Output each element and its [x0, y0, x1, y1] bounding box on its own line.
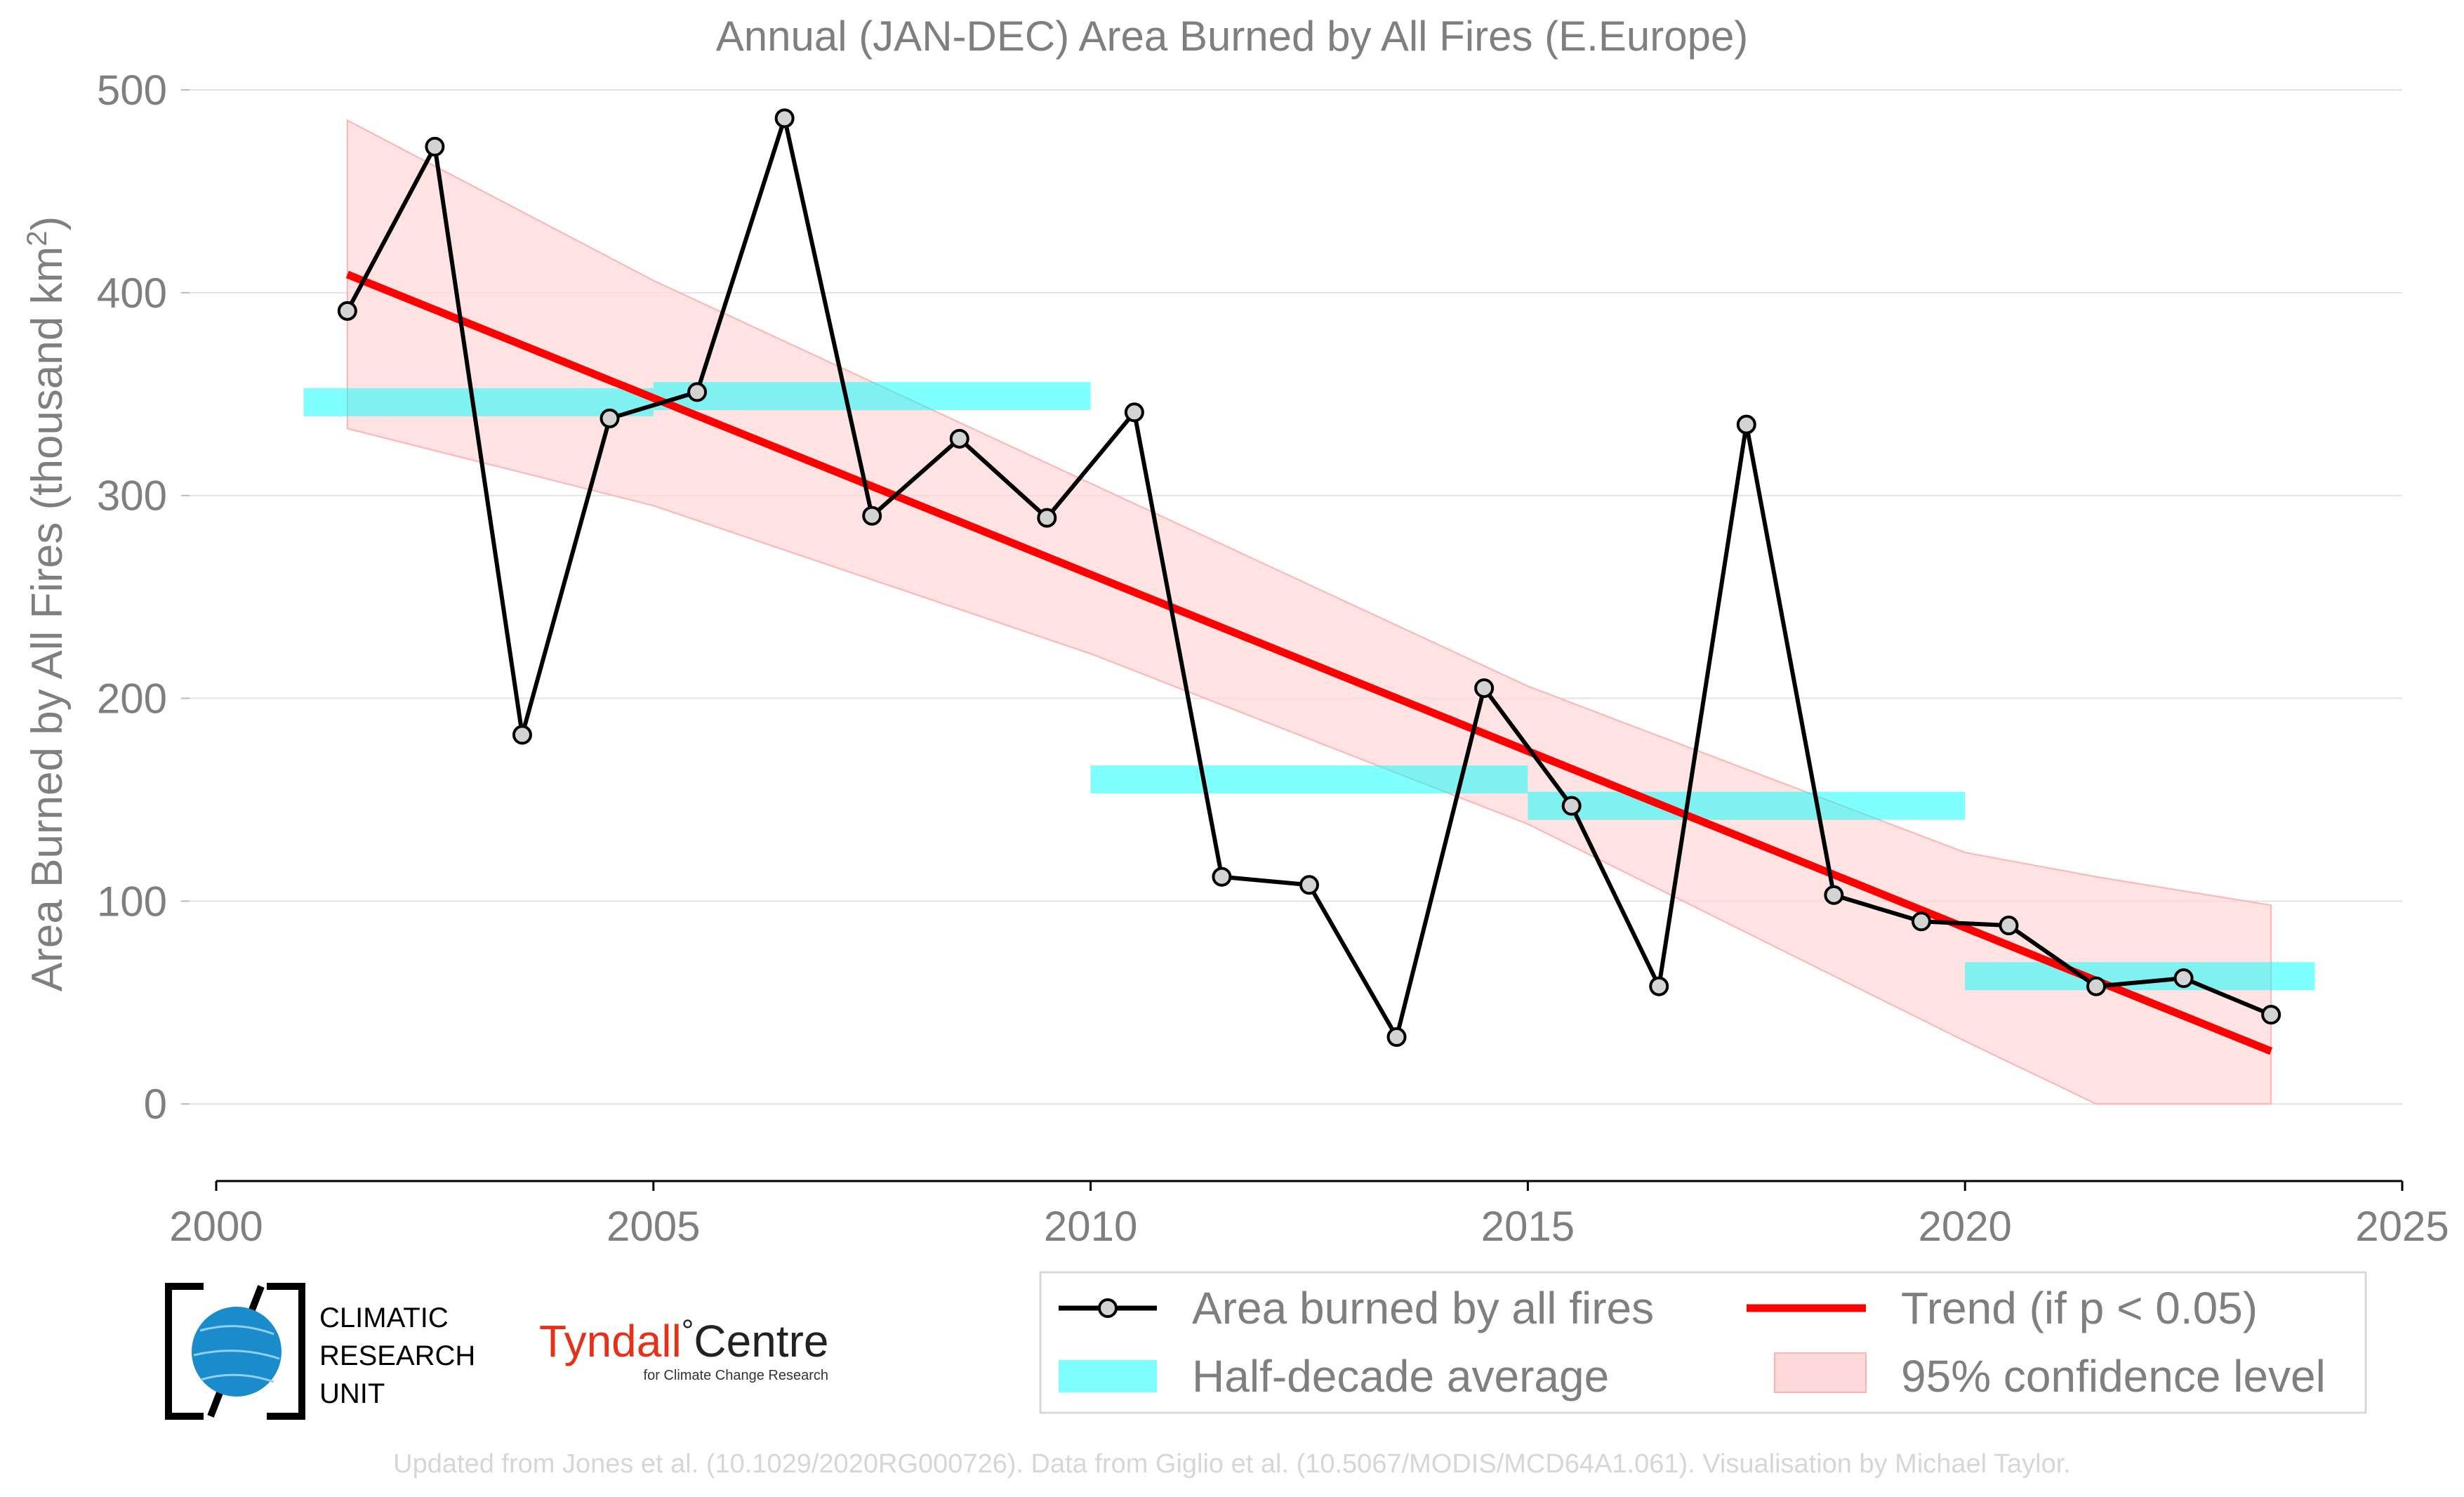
- globe-lines-icon: [193, 1325, 280, 1383]
- x-tick-label-4: 2020: [1918, 1203, 2011, 1250]
- cru-line1: CLIMATIC: [319, 1303, 449, 1333]
- x-tick-label-5: 2025: [2355, 1203, 2449, 1250]
- legend-label-average: Half-decade average: [1192, 1351, 1609, 1402]
- x-tick-label-2: 2010: [1044, 1203, 1137, 1250]
- data-point-20: [2086, 976, 2107, 996]
- data-point-7: [949, 428, 969, 449]
- data-point-10: [1212, 866, 1232, 887]
- legend-label-series: Area burned by all fires: [1192, 1283, 1654, 1333]
- tyndall-centre: Centre: [694, 1316, 828, 1366]
- data-point-21: [2173, 968, 2194, 989]
- data-point-13: [1474, 678, 1495, 699]
- data-point-2: [512, 725, 532, 745]
- data-point-9: [1124, 402, 1144, 423]
- data-point-17: [1824, 885, 1844, 905]
- x-tick-label-1: 2005: [607, 1203, 700, 1250]
- y-tick-label-0: 0: [144, 1081, 167, 1128]
- data-point-14: [1561, 796, 1582, 816]
- legend-swatch-series-marker: [1098, 1298, 1118, 1318]
- legend-swatch-confidence: [1774, 1352, 1867, 1393]
- data-point-5: [774, 108, 795, 128]
- y-tick-label-4: 400: [97, 270, 167, 317]
- data-point-6: [862, 506, 882, 526]
- half-decade-bar-0: [303, 388, 654, 416]
- tyndall-sub: for Climate Change Research: [644, 1368, 828, 1383]
- data-point-1: [425, 136, 445, 157]
- legend-label-trend: Trend (if p < 0.05): [1901, 1283, 2258, 1333]
- y-axis-label-main: Area Burned by All Fires (thousand km: [23, 246, 72, 991]
- tyndall-wordmark: Tyndall°Centre: [539, 1314, 828, 1366]
- y-tick-label-2: 200: [97, 675, 167, 723]
- data-point-11: [1299, 875, 1319, 895]
- cru-line2: RESEARCH: [319, 1340, 475, 1371]
- axes: [181, 89, 2404, 1191]
- legend-label-confidence: 95% confidence level: [1901, 1351, 2326, 1402]
- data-point-3: [600, 408, 620, 428]
- confidence-band: [346, 119, 2272, 1105]
- data-point-16: [1736, 414, 1756, 435]
- y-axis-label-sup: 2: [22, 231, 53, 246]
- y-axis-label-close: ): [23, 216, 72, 231]
- legend: Area burned by all fires Half-decade ave…: [1039, 1271, 2367, 1414]
- data-point-19: [1999, 916, 2019, 936]
- half-decade-bar-3: [1528, 791, 1966, 820]
- half-decade-bar-1: [653, 382, 1091, 411]
- footer-credit: Updated from Jones et al. (10.1029/2020R…: [393, 1449, 2071, 1479]
- half-decade-bar-2: [1090, 765, 1528, 794]
- chart-title: Annual (JAN-DEC) Area Burned by All Fire…: [716, 13, 1749, 60]
- cru-line3: UNIT: [319, 1378, 385, 1409]
- tyndall-degree: °: [682, 1314, 694, 1348]
- tyndall-logo: Tyndall°Centre for Climate Change Resear…: [539, 1314, 828, 1383]
- x-tick-label-0: 2000: [169, 1203, 263, 1250]
- cru-logo-bracket-left: [165, 1283, 204, 1420]
- y-axis-label: Area Burned by All Fires (thousand km2): [22, 216, 72, 991]
- confidence-band-area: [346, 119, 2272, 1105]
- cru-logo: CLIMATIC RESEARCH UNIT: [165, 1283, 475, 1420]
- area-burned-series: [337, 108, 2281, 1047]
- legend-box: [1039, 1271, 2367, 1414]
- data-point-4: [687, 382, 708, 402]
- data-point-22: [2261, 1005, 2281, 1025]
- half-decade-average-bars: [303, 382, 2315, 991]
- y-tick-label-3: 300: [97, 473, 167, 520]
- y-tick-label-5: 500: [97, 67, 167, 114]
- data-point-12: [1386, 1027, 1407, 1047]
- data-point-15: [1649, 976, 1669, 996]
- x-tick-labels: 2000 2005 2010 2015 2020 2025: [169, 1203, 2449, 1250]
- trend-line: [345, 270, 2273, 1055]
- cru-logo-bracket-right: [267, 1283, 305, 1420]
- y-tick-labels: 0 100 200 300 400 500: [97, 67, 167, 1128]
- trend-line-group: [345, 270, 2273, 1055]
- half-decade-bar-4: [1965, 962, 2315, 991]
- data-point-18: [1911, 911, 1931, 932]
- data-point-0: [337, 301, 357, 321]
- y-tick-label-1: 100: [97, 878, 167, 925]
- x-tick-label-3: 2015: [1481, 1203, 1575, 1250]
- legend-swatch-average: [1059, 1360, 1157, 1392]
- tyndall-name: Tyndall: [539, 1316, 682, 1366]
- data-point-8: [1037, 508, 1057, 528]
